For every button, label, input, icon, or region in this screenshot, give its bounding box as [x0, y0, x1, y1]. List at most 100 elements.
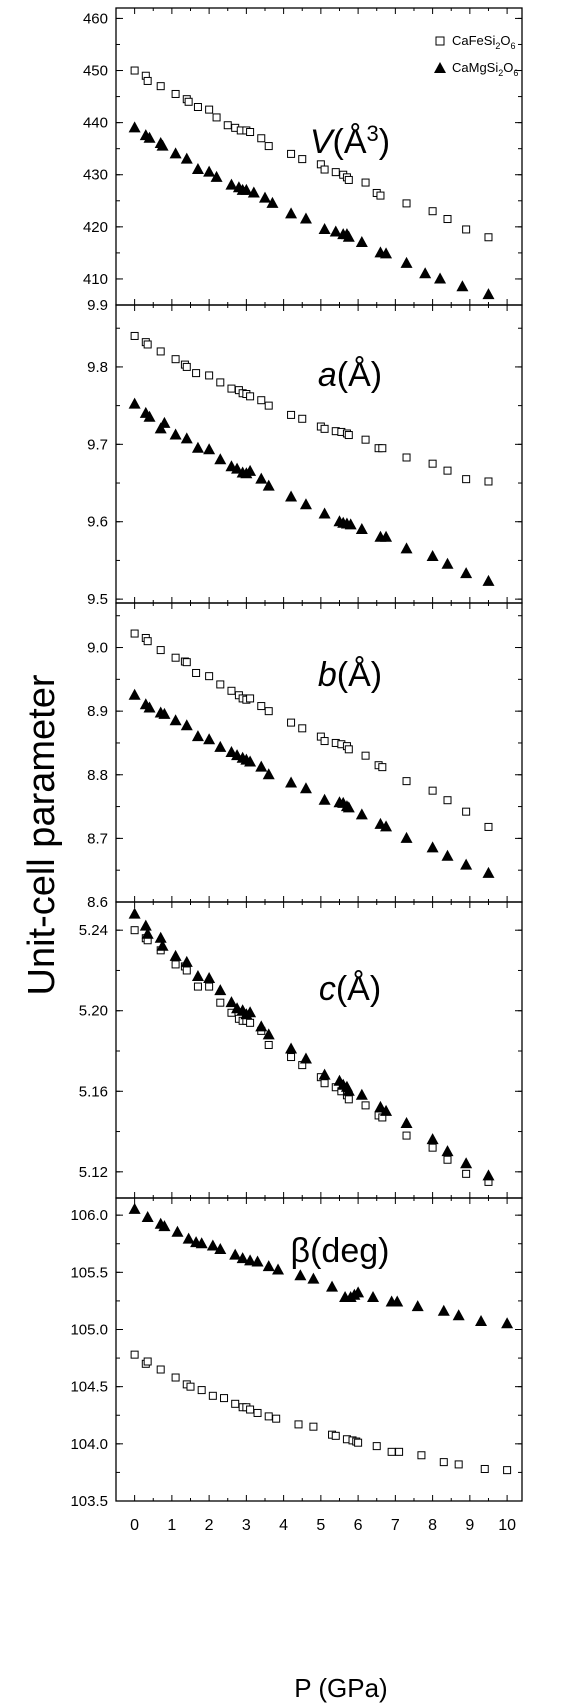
point-camgsi2o6	[203, 972, 216, 984]
point-cafesi2o6	[182, 658, 191, 667]
point-camgsi2o6	[380, 247, 393, 259]
point-camgsi2o6	[441, 557, 454, 569]
point-cafesi2o6	[205, 371, 214, 380]
point-camgsi2o6	[240, 183, 253, 195]
point-camgsi2o6	[203, 165, 216, 177]
panel-label: V(Å3)	[310, 121, 390, 161]
point-cafesi2o6	[298, 155, 307, 164]
point-camgsi2o6	[426, 841, 439, 853]
point-cafesi2o6	[205, 982, 214, 991]
point-cafesi2o6	[344, 745, 353, 754]
panel-label: a(Å)	[318, 356, 382, 394]
point-camgsi2o6	[460, 1157, 473, 1169]
point-camgsi2o6	[411, 1300, 424, 1312]
point-cafesi2o6	[184, 97, 193, 106]
point-cafesi2o6	[428, 1143, 437, 1152]
point-camgsi2o6	[141, 1210, 154, 1222]
point-cafesi2o6	[171, 1373, 180, 1382]
x-tick-label: 1	[167, 1517, 176, 1534]
point-camgsi2o6	[434, 272, 447, 284]
y-tick-label: 9.9	[87, 297, 108, 314]
legend-entry: CaMgSi2O6	[452, 60, 518, 78]
y-tick-label: 450	[83, 63, 108, 80]
point-cafesi2o6	[439, 1458, 448, 1467]
point-camgsi2o6	[456, 280, 469, 292]
point-cafesi2o6	[428, 207, 437, 216]
point-cafesi2o6	[320, 1079, 329, 1088]
legend-entry: CaFeSi2O6	[452, 33, 516, 51]
legend-marker-triangle	[434, 62, 446, 73]
x-axis-label: P (GPa)	[294, 1673, 387, 1703]
panel-1: 410 420 430 440 450 460 9.9 V(Å3)	[83, 7, 523, 314]
point-camgsi2o6	[352, 1286, 365, 1298]
point-cafesi2o6	[298, 724, 307, 733]
point-cafesi2o6	[443, 796, 452, 805]
point-cafesi2o6	[331, 1431, 340, 1440]
point-cafesi2o6	[344, 431, 353, 440]
panel-label: β(deg)	[291, 1232, 390, 1270]
point-camgsi2o6	[169, 949, 182, 961]
point-camgsi2o6	[141, 927, 154, 939]
y-tick-label: 440	[83, 115, 108, 132]
point-camgsi2o6	[244, 755, 257, 767]
point-cafesi2o6	[378, 444, 387, 453]
point-cafesi2o6	[443, 215, 452, 224]
point-cafesi2o6	[130, 66, 139, 75]
point-camgsi2o6	[262, 768, 275, 780]
x-tick-label: 0	[130, 1517, 139, 1534]
point-cafesi2o6	[287, 149, 296, 158]
point-cafesi2o6	[182, 362, 191, 371]
point-cafesi2o6	[257, 702, 266, 711]
point-camgsi2o6	[128, 397, 141, 409]
point-camgsi2o6	[128, 688, 141, 700]
point-cafesi2o6	[143, 637, 152, 646]
y-tick-label: 9.8	[87, 359, 108, 376]
point-cafesi2o6	[192, 369, 201, 378]
point-cafesi2o6	[197, 1386, 206, 1395]
point-cafesi2o6	[216, 680, 225, 689]
point-cafesi2o6	[272, 1414, 281, 1423]
point-cafesi2o6	[143, 340, 152, 349]
x-tick-label: 9	[465, 1517, 474, 1534]
x-tick-label: 6	[354, 1517, 363, 1534]
y-tick-label: 460	[83, 10, 108, 27]
point-camgsi2o6	[299, 1052, 312, 1064]
point-cafesi2o6	[361, 751, 370, 760]
panel-label: b(Å)	[318, 656, 382, 694]
point-cafesi2o6	[231, 1399, 240, 1408]
panel-frame	[115, 602, 523, 903]
point-camgsi2o6	[299, 782, 312, 794]
point-camgsi2o6	[367, 1290, 380, 1302]
point-camgsi2o6	[203, 733, 216, 745]
point-cafesi2o6	[428, 459, 437, 468]
point-camgsi2o6	[262, 1028, 275, 1040]
point-cafesi2o6	[372, 1442, 381, 1451]
point-camgsi2o6	[318, 1068, 331, 1080]
point-camgsi2o6	[191, 163, 204, 175]
y-tick-label: 420	[83, 219, 108, 236]
point-cafesi2o6	[361, 1101, 370, 1110]
point-cafesi2o6	[130, 1350, 139, 1359]
point-camgsi2o6	[426, 550, 439, 562]
point-camgsi2o6	[229, 1248, 242, 1260]
point-cafesi2o6	[331, 168, 340, 177]
panel-3: 8.6 8.7 8.8 8.9 9.0 b(Å)	[87, 602, 523, 911]
point-cafesi2o6	[484, 822, 493, 831]
point-cafesi2o6	[143, 1357, 152, 1366]
point-camgsi2o6	[344, 518, 357, 530]
point-cafesi2o6	[182, 966, 191, 975]
point-camgsi2o6	[285, 776, 298, 788]
point-cafesi2o6	[298, 414, 307, 423]
point-cafesi2o6	[193, 103, 202, 111]
y-tick-label: 9.5	[87, 591, 108, 608]
x-tick-label: 2	[205, 1517, 214, 1534]
point-cafesi2o6	[378, 763, 387, 772]
point-camgsi2o6	[482, 288, 495, 300]
point-camgsi2o6	[244, 464, 257, 476]
point-camgsi2o6	[244, 1006, 257, 1018]
point-cafesi2o6	[361, 435, 370, 444]
point-camgsi2o6	[225, 996, 238, 1008]
point-camgsi2o6	[400, 1116, 413, 1128]
x-tick-label: 5	[316, 1517, 325, 1534]
point-camgsi2o6	[307, 1272, 320, 1284]
